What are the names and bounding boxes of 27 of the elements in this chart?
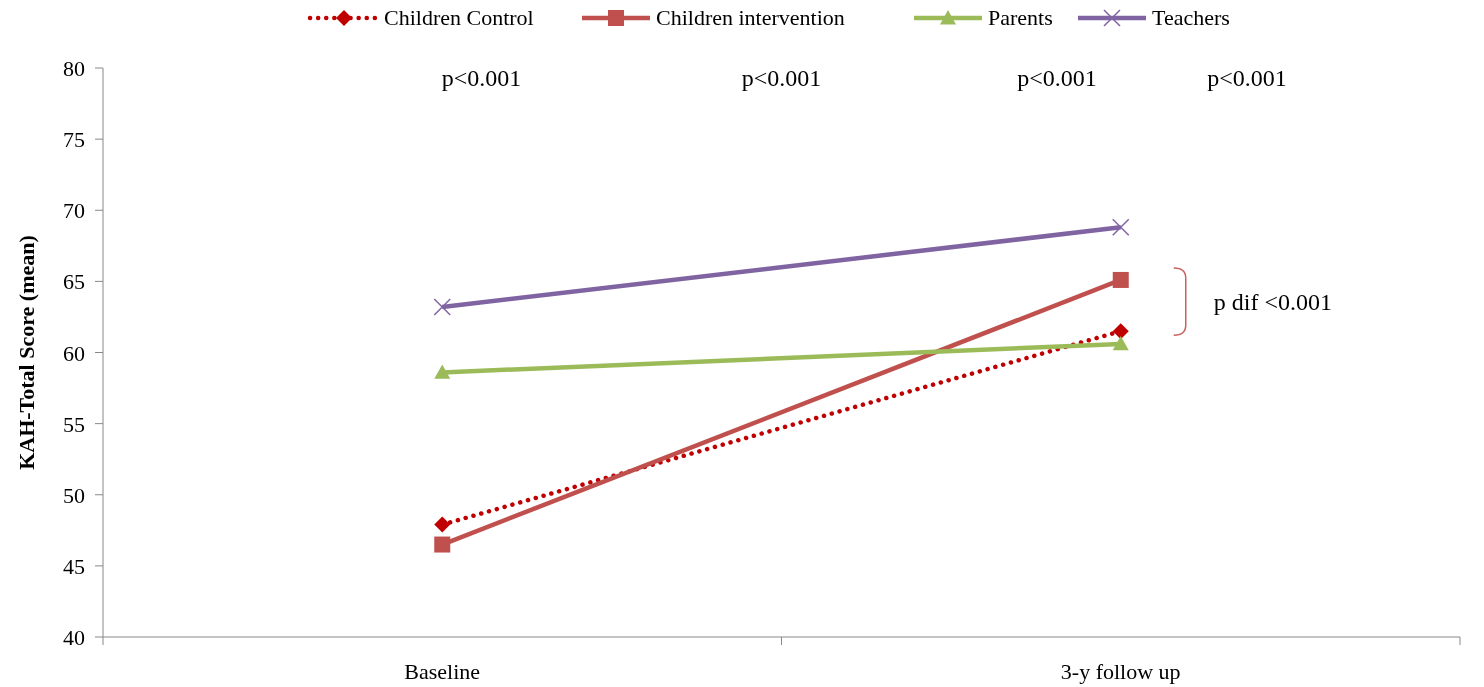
x-tick-label: Baseline [404, 659, 481, 684]
y-tick-label: 65 [63, 269, 85, 295]
y-tick-label: 70 [63, 198, 85, 224]
y-tick-label: 80 [63, 56, 85, 81]
point [1112, 218, 1130, 237]
point [434, 536, 451, 553]
legend-label: Parents [988, 5, 1053, 30]
y-tick-label: 45 [63, 553, 85, 579]
y-tick-label: 40 [63, 625, 85, 650]
annotation: p<0.001 [1017, 65, 1097, 91]
point [1112, 271, 1129, 288]
point [434, 516, 451, 533]
y-tick-label: 60 [63, 340, 85, 366]
legend-label: Teachers [1152, 5, 1230, 30]
legend-label: Children Control [384, 5, 534, 30]
legend-label: Children intervention [656, 5, 845, 30]
y-axis-title: KAH-Total Score (mean) [14, 235, 39, 470]
y-tick-label: 50 [63, 482, 85, 508]
annotation: p<0.001 [441, 65, 522, 91]
point [1112, 323, 1129, 340]
annotation: p<0.001 [1207, 65, 1287, 91]
y-tick-label: 55 [63, 411, 85, 437]
x-tick-label: 3-y follow up [1060, 659, 1181, 684]
annotation: p<0.001 [741, 65, 822, 91]
annotation: p dif <0.001 [1213, 288, 1332, 315]
y-tick-label: 75 [63, 127, 85, 153]
point [433, 298, 451, 316]
